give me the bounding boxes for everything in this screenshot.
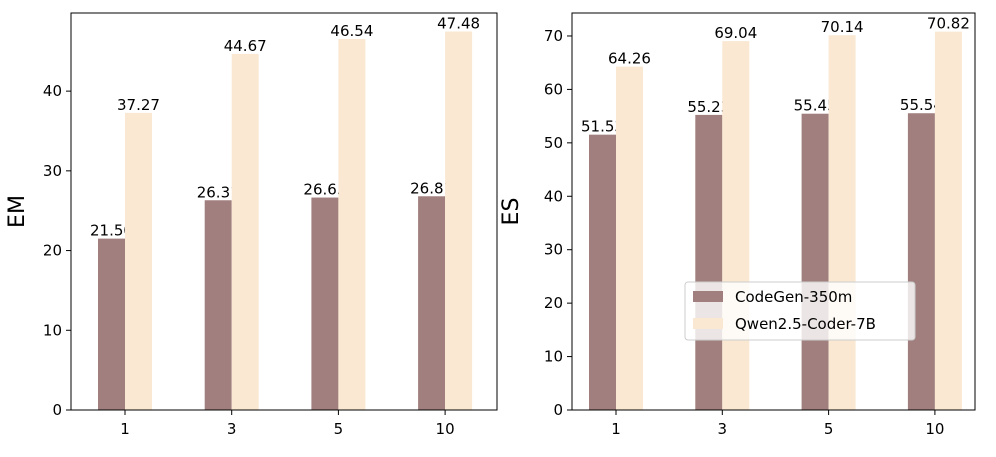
value-label: 47.48 [437, 14, 480, 32]
bar [801, 113, 829, 410]
value-label: 69.04 [714, 24, 757, 42]
bar [338, 38, 366, 411]
bar [695, 114, 723, 410]
value-label: 55.54 [900, 96, 943, 114]
legend-label: CodeGen-350m [735, 288, 852, 306]
bar [589, 134, 616, 410]
bar [934, 31, 962, 410]
value-label: 21.50 [90, 222, 133, 240]
value-label: 26.31 [197, 183, 240, 201]
y-tick-label: 20 [43, 242, 62, 260]
value-label: 46.54 [330, 22, 373, 40]
bar [125, 112, 152, 410]
value-label: 44.67 [224, 37, 267, 55]
y-tick-label: 0 [52, 401, 62, 419]
x-tick-label: 1 [120, 420, 130, 438]
bar [616, 66, 643, 411]
y-tick-label: 20 [544, 294, 563, 312]
legend-box [684, 281, 916, 341]
bar [418, 196, 446, 410]
x-tick-label: 5 [334, 420, 344, 438]
bar [445, 31, 473, 410]
bar [204, 200, 232, 410]
bar [828, 35, 856, 411]
bar [98, 238, 125, 410]
bar [311, 197, 339, 410]
value-label: 55.23 [687, 98, 730, 116]
y-axis-label: ES [499, 198, 524, 226]
bar [722, 41, 750, 410]
legend-swatch [693, 291, 723, 302]
x-tick-label: 1 [611, 420, 621, 438]
value-label: 70.14 [821, 18, 864, 36]
value-label: 26.81 [410, 179, 453, 197]
x-tick-label: 10 [436, 420, 455, 438]
y-tick-label: 0 [553, 401, 563, 419]
bar [231, 53, 259, 410]
x-tick-label: 10 [925, 420, 944, 438]
value-label: 55.45 [794, 97, 837, 115]
x-tick-label: 5 [824, 420, 834, 438]
y-tick-label: 10 [43, 321, 62, 339]
legend-label: Qwen2.5-Coder-7B [735, 315, 876, 333]
value-label: 37.27 [117, 96, 160, 114]
x-tick-label: 3 [718, 420, 728, 438]
value-label: 64.26 [608, 50, 651, 68]
y-tick-label: 70 [544, 27, 563, 45]
value-label: 51.53 [581, 118, 624, 136]
y-tick-label: 60 [544, 80, 563, 98]
y-tick-label: 30 [544, 241, 563, 259]
value-label: 26.65 [303, 181, 346, 199]
bar [907, 113, 935, 410]
x-tick-label: 3 [227, 420, 237, 438]
plot-frame [70, 12, 498, 411]
y-tick-label: 10 [544, 348, 563, 366]
plot-frame [571, 12, 976, 411]
y-tick-label: 40 [43, 82, 62, 100]
value-label: 70.82 [927, 15, 970, 33]
y-tick-label: 40 [544, 187, 563, 205]
y-tick-label: 30 [43, 162, 62, 180]
y-axis-label: EM [5, 195, 30, 228]
legend-swatch [693, 318, 723, 329]
y-tick-label: 50 [544, 134, 563, 152]
